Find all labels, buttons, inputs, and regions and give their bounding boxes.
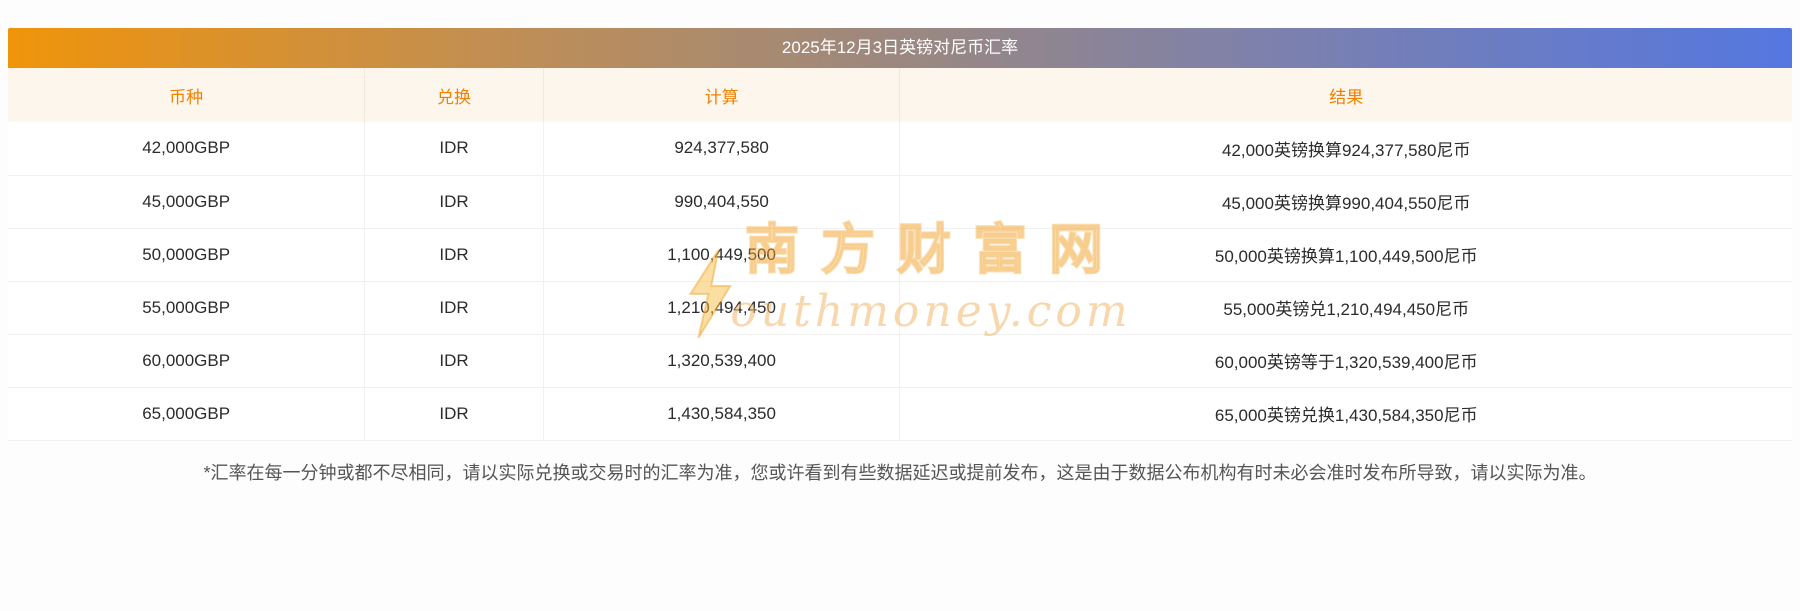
cell-calculation: 1,210,494,450 (543, 281, 901, 335)
cell-calculation: 1,430,584,350 (543, 387, 901, 441)
page-title: 2025年12月3日英镑对尼币汇率 (8, 28, 1792, 68)
header-exchange: 兑换 (364, 68, 544, 122)
header-calculation: 计算 (543, 68, 901, 122)
cell-currency: 42,000GBP (8, 122, 366, 176)
cell-exchange: IDR (364, 122, 544, 176)
header-result: 结果 (899, 68, 1792, 122)
cell-calculation: 1,320,539,400 (543, 334, 901, 388)
cell-result: 42,000英镑换算924,377,580尼币 (899, 122, 1792, 176)
cell-exchange: IDR (364, 228, 544, 282)
table-row: 65,000GBP IDR 1,430,584,350 65,000英镑兑换1,… (8, 387, 1792, 441)
cell-result: 65,000英镑兑换1,430,584,350尼币 (899, 387, 1792, 441)
cell-result: 60,000英镑等于1,320,539,400尼币 (899, 334, 1792, 388)
cell-calculation: 990,404,550 (543, 175, 901, 229)
table-row: 50,000GBP IDR 1,100,449,500 50,000英镑换算1,… (8, 228, 1792, 282)
cell-exchange: IDR (364, 334, 544, 388)
table-row: 45,000GBP IDR 990,404,550 45,000英镑换算990,… (8, 175, 1792, 229)
cell-result: 45,000英镑换算990,404,550尼币 (899, 175, 1792, 229)
cell-currency: 55,000GBP (8, 281, 366, 335)
cell-result: 50,000英镑换算1,100,449,500尼币 (899, 228, 1792, 282)
cell-calculation: 1,100,449,500 (543, 228, 901, 282)
cell-calculation: 924,377,580 (543, 122, 901, 176)
cell-result: 55,000英镑兑1,210,494,450尼币 (899, 281, 1792, 335)
cell-exchange: IDR (364, 281, 544, 335)
cell-currency: 45,000GBP (8, 175, 366, 229)
exchange-rate-table: 币种 兑换 计算 结果 42,000GBP IDR 924,377,580 42… (8, 68, 1792, 441)
cell-currency: 65,000GBP (8, 387, 366, 441)
cell-exchange: IDR (364, 175, 544, 229)
cell-currency: 50,000GBP (8, 228, 366, 282)
table-header-row: 币种 兑换 计算 结果 (8, 68, 1792, 122)
disclaimer-note: *汇率在每一分钟或都不尽相同，请以实际兑换或交易时的汇率为准，您或许看到有些数据… (203, 462, 1597, 483)
header-currency: 币种 (8, 68, 366, 122)
table-row: 42,000GBP IDR 924,377,580 42,000英镑换算924,… (8, 122, 1792, 176)
cell-exchange: IDR (364, 387, 544, 441)
cell-currency: 60,000GBP (8, 334, 366, 388)
table-row: 60,000GBP IDR 1,320,539,400 60,000英镑等于1,… (8, 334, 1792, 388)
table-row: 55,000GBP IDR 1,210,494,450 55,000英镑兑1,2… (8, 281, 1792, 335)
